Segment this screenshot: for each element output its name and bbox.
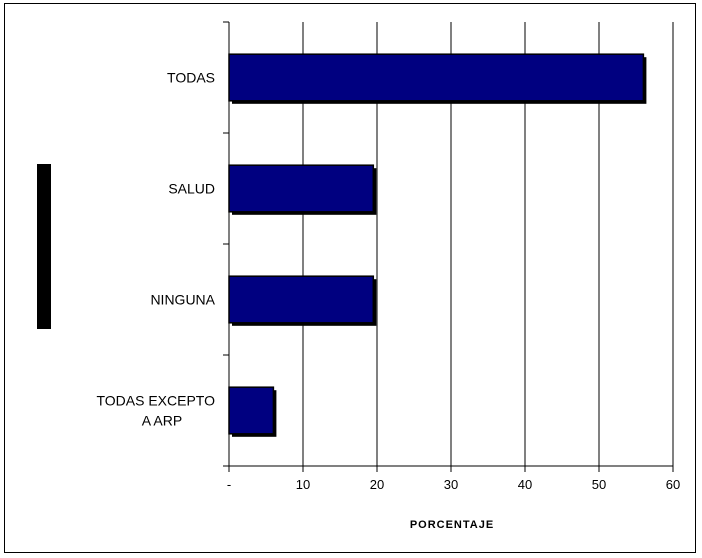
category-label-line: TODAS (167, 70, 215, 86)
category-label-line: SALUD (168, 181, 215, 197)
bar-todas-excepto-a-arp (228, 386, 275, 435)
x-tick-label-60: 60 (666, 477, 680, 492)
axes (223, 21, 674, 472)
category-label-0: TODAS (167, 70, 215, 86)
category-label-3: TODAS EXCEPTO A ARP (96, 393, 215, 429)
category-label-2: NINGUNA (150, 292, 215, 308)
x-tick-label-50: 50 (592, 477, 606, 492)
labels: - 10 20 30 40 50 60 TODAS SALUD NINGUNA TODAS EXCE… (96, 70, 680, 493)
legend-marker (37, 164, 51, 329)
x-tick-label-40: 40 (518, 477, 532, 492)
bar-todas (228, 53, 645, 102)
category-label-line: TODAS EXCEPTO (96, 393, 215, 409)
x-tick-label-30: 30 (444, 477, 458, 492)
x-tick-label-10: 10 (296, 477, 310, 492)
category-label-line: A ARP (142, 413, 182, 429)
x-tick-label-20: 20 (370, 477, 384, 492)
category-label-line: NINGUNA (150, 292, 215, 308)
x-axis-title: PORCENTAJE (410, 519, 494, 531)
category-label-1: SALUD (168, 181, 215, 197)
bar-ninguna (228, 275, 375, 324)
bar-salud (228, 164, 375, 213)
x-tick-label-0: - (227, 477, 231, 492)
bars (228, 53, 647, 437)
